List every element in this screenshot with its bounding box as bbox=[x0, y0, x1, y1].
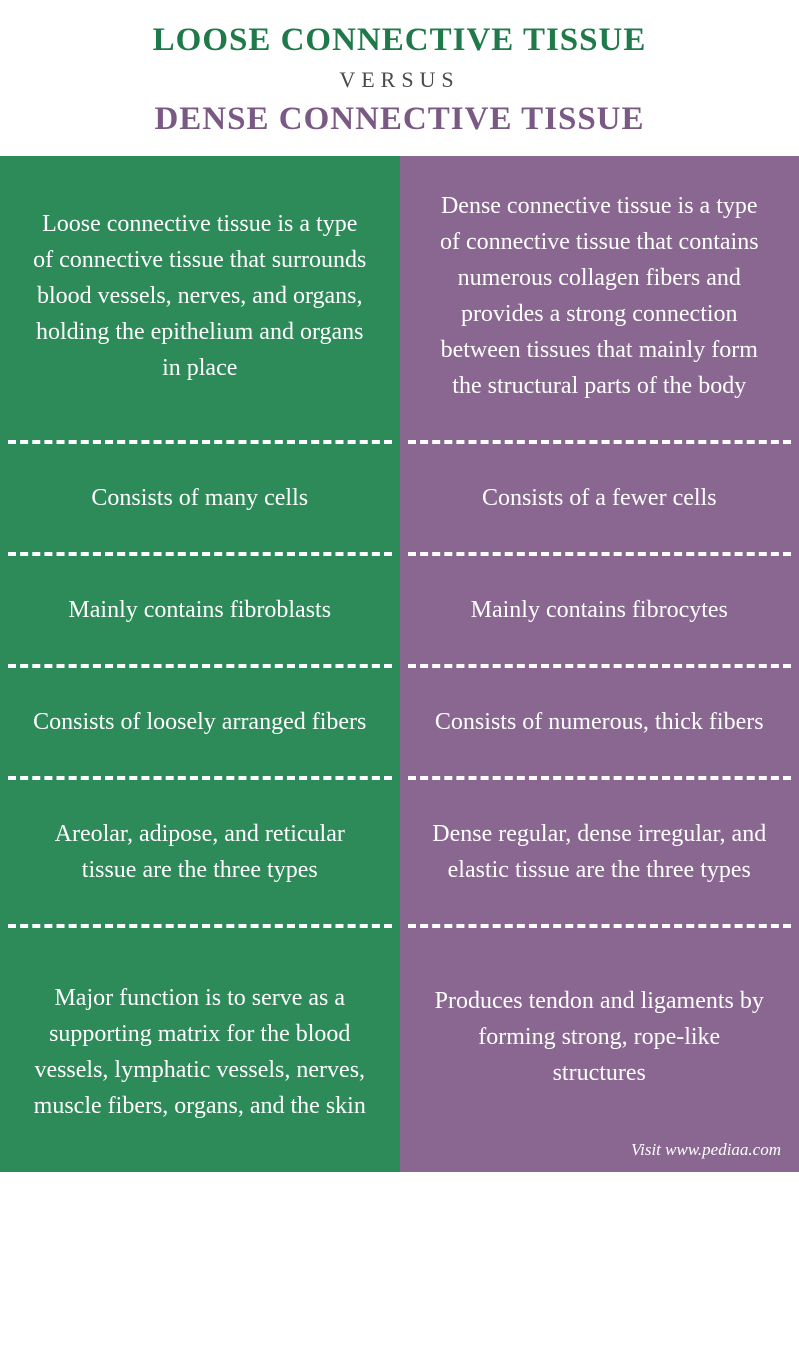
divider bbox=[400, 920, 799, 932]
comparison-row: Consists of many cellsConsists of a fewe… bbox=[0, 448, 799, 548]
divider-row bbox=[0, 920, 799, 932]
title-left: LOOSE CONNECTIVE TISSUE bbox=[20, 22, 779, 59]
left-cell: Areolar, adipose, and reticular tissue a… bbox=[0, 784, 400, 920]
visit-link: Visit www.pediaa.com bbox=[631, 1137, 781, 1163]
right-cell: Dense regular, dense irregular, and elas… bbox=[400, 784, 799, 920]
comparison-row: Major function is to serve as a supporti… bbox=[0, 932, 799, 1172]
divider bbox=[0, 772, 400, 784]
divider-row bbox=[0, 548, 799, 560]
left-cell: Major function is to serve as a supporti… bbox=[0, 932, 400, 1172]
divider-row bbox=[0, 660, 799, 672]
header: LOOSE CONNECTIVE TISSUE VERSUS DENSE CON… bbox=[0, 0, 799, 156]
divider bbox=[0, 660, 400, 672]
divider-row bbox=[0, 436, 799, 448]
right-cell: Consists of numerous, thick fibers bbox=[400, 672, 799, 772]
right-cell: Dense connective tissue is a type of con… bbox=[400, 156, 799, 436]
comparison-table: Loose connective tissue is a type of con… bbox=[0, 156, 799, 1172]
comparison-row: Mainly contains fibroblastsMainly contai… bbox=[0, 560, 799, 660]
title-right: DENSE CONNECTIVE TISSUE bbox=[20, 101, 779, 138]
versus-label: VERSUS bbox=[20, 67, 779, 93]
left-cell: Loose connective tissue is a type of con… bbox=[0, 156, 400, 436]
divider bbox=[0, 436, 400, 448]
divider bbox=[400, 548, 799, 560]
divider bbox=[400, 772, 799, 784]
divider bbox=[400, 660, 799, 672]
left-cell: Consists of loosely arranged fibers bbox=[0, 672, 400, 772]
left-cell: Consists of many cells bbox=[0, 448, 400, 548]
right-cell: Produces tendon and ligaments by forming… bbox=[400, 932, 799, 1172]
divider bbox=[0, 920, 400, 932]
divider bbox=[0, 548, 400, 560]
left-cell: Mainly contains fibroblasts bbox=[0, 560, 400, 660]
divider bbox=[400, 436, 799, 448]
comparison-row: Areolar, adipose, and reticular tissue a… bbox=[0, 784, 799, 920]
right-cell: Mainly contains fibrocytes bbox=[400, 560, 799, 660]
comparison-row: Loose connective tissue is a type of con… bbox=[0, 156, 799, 436]
right-cell: Consists of a fewer cells bbox=[400, 448, 799, 548]
comparison-row: Consists of loosely arranged fibersConsi… bbox=[0, 672, 799, 772]
divider-row bbox=[0, 772, 799, 784]
